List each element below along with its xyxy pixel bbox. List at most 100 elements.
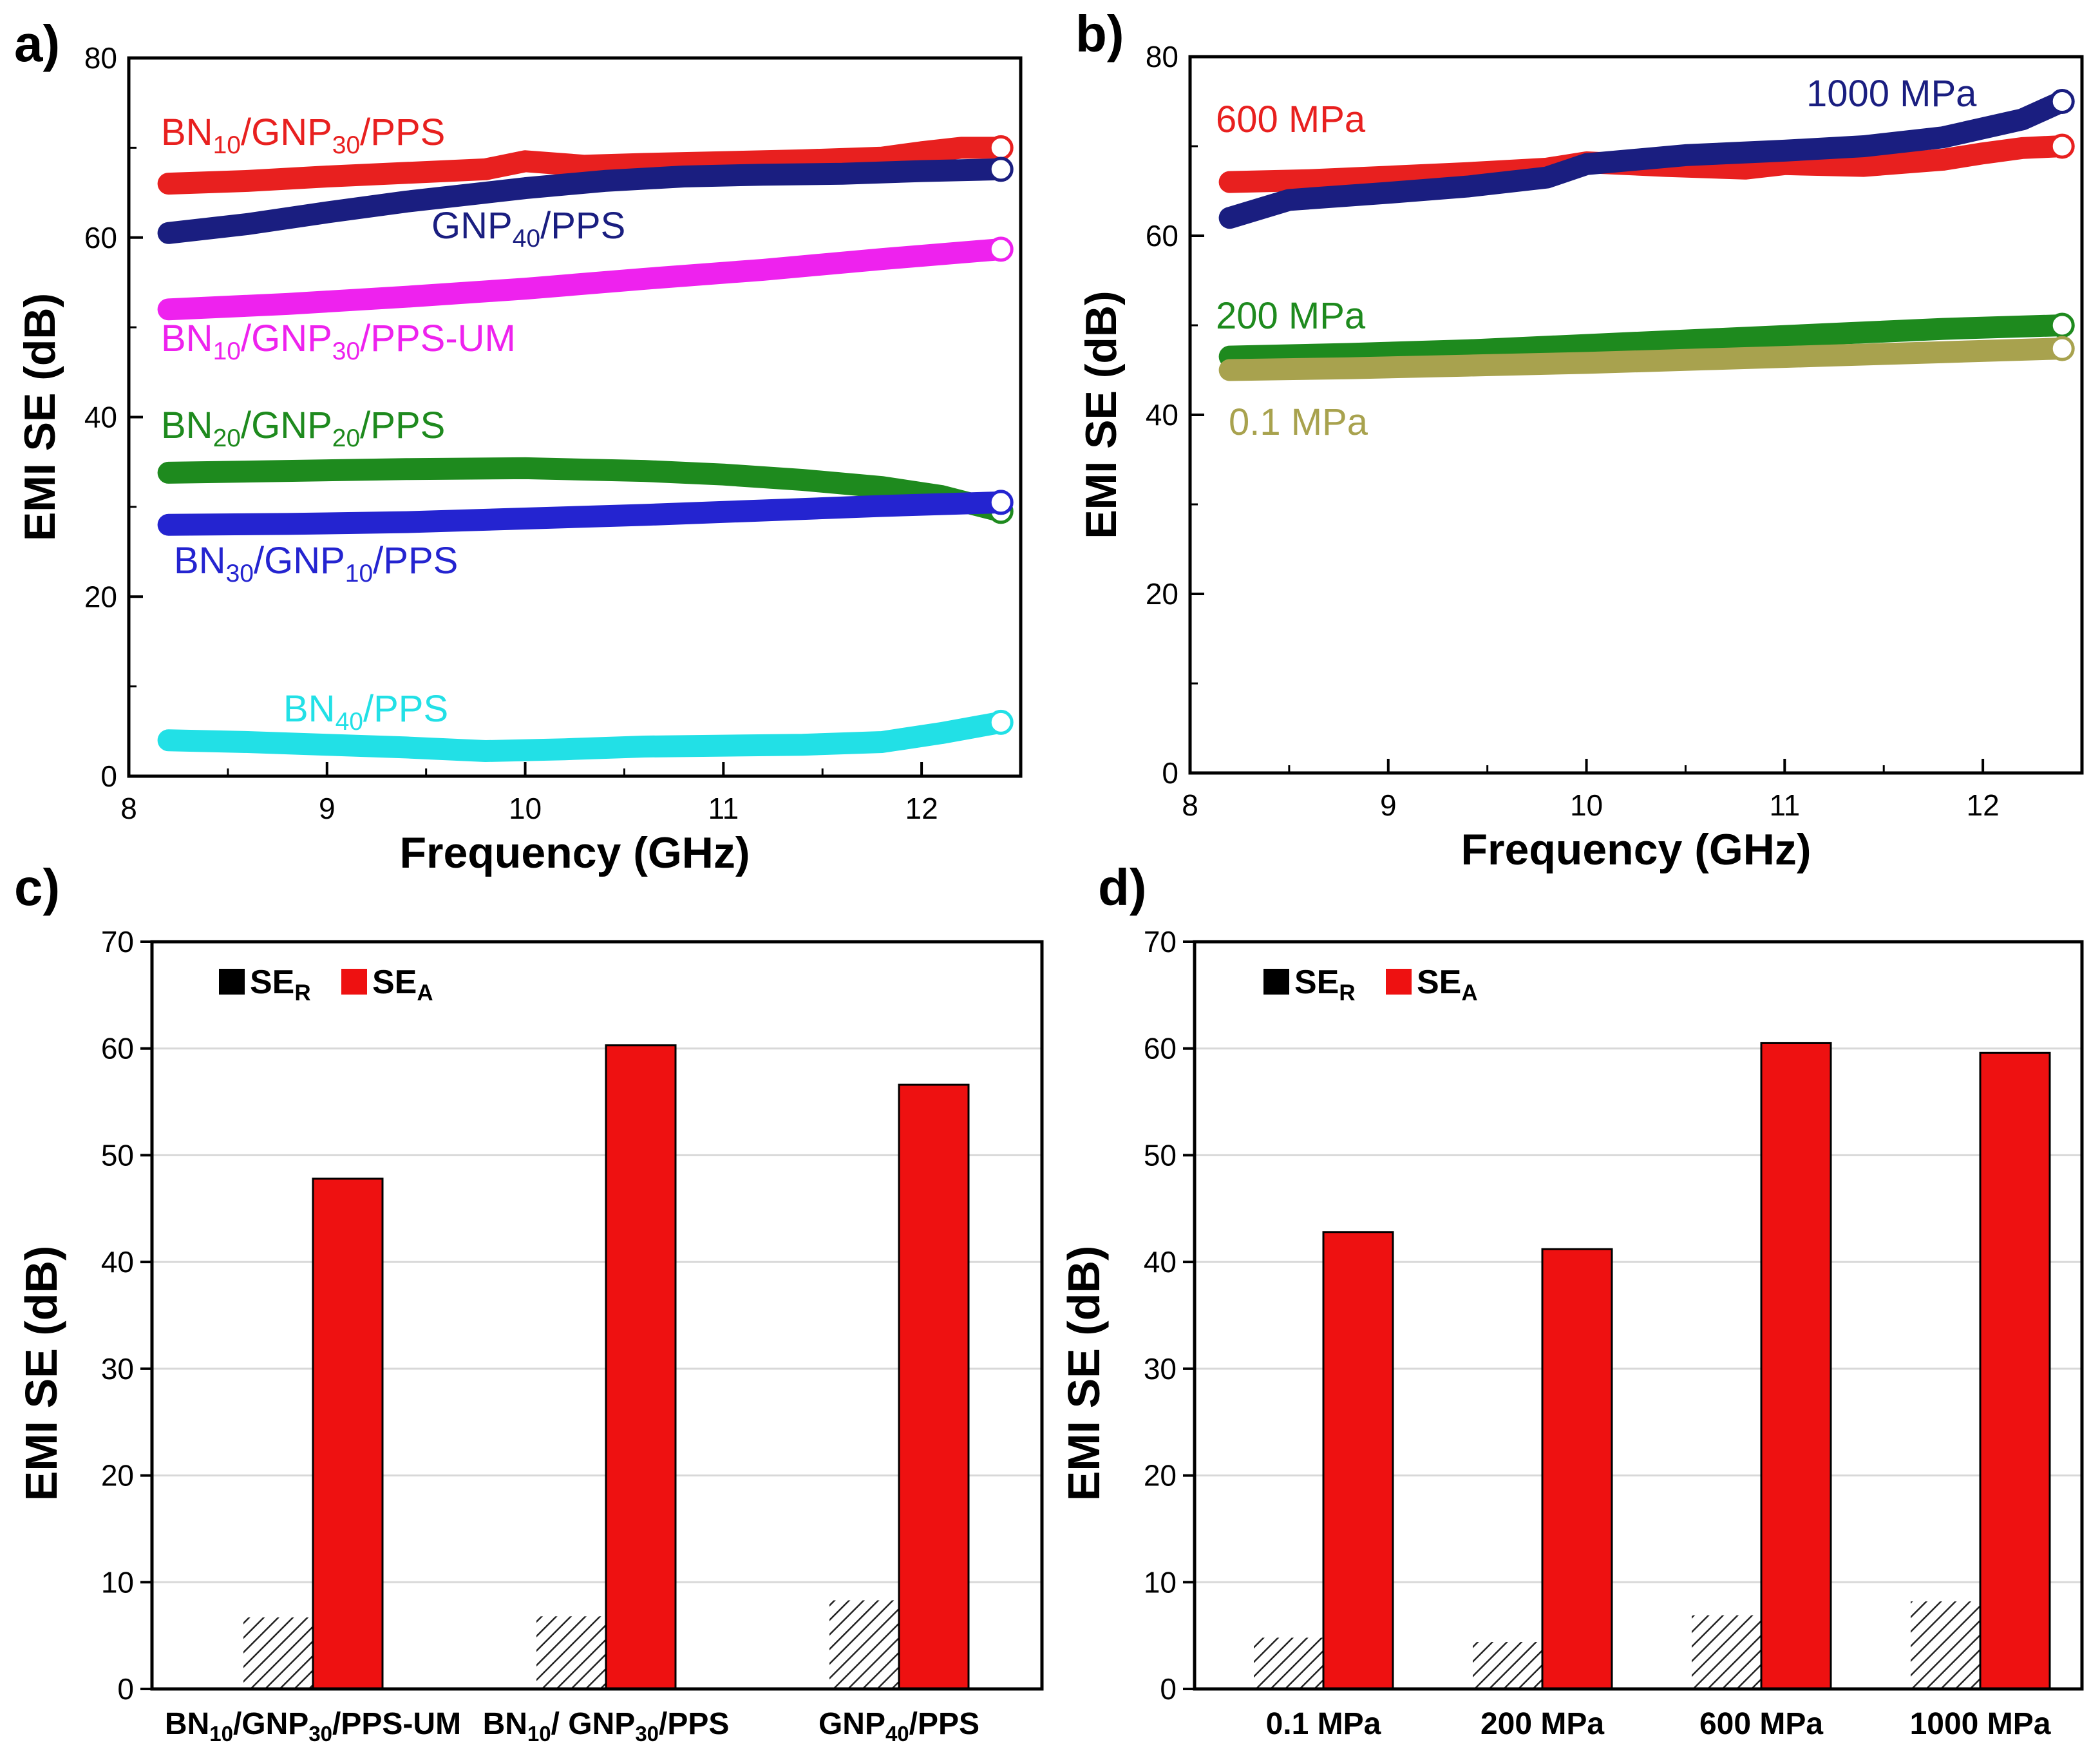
y-tick-label: 20 xyxy=(84,580,117,613)
y-tick-label: 80 xyxy=(84,41,117,75)
series-label-3: BN20/GNP20/PPS xyxy=(161,405,445,452)
x-category-label-0: 0.1 MPa xyxy=(1266,1707,1381,1741)
series-label-1: GNP40/PPS xyxy=(431,205,625,253)
bar-ser-1 xyxy=(1473,1642,1542,1689)
bar-sea-0 xyxy=(1322,1231,1394,1690)
x-tick-label: 8 xyxy=(1182,788,1198,822)
series-label-2: 200 MPa xyxy=(1216,295,1366,337)
legend-label-0: SER xyxy=(1294,964,1356,1006)
series-label-4: BN30/GNP10/PPS xyxy=(174,540,458,587)
series-label-5: BN40/PPS xyxy=(283,688,448,736)
panel-label: a) xyxy=(14,15,60,72)
legend-label-1: SEA xyxy=(372,964,433,1006)
y-tick-label: 60 xyxy=(1144,1032,1177,1065)
series-label-1: 1000 MPa xyxy=(1806,73,1977,115)
x-tick-label: 9 xyxy=(1380,788,1397,822)
series-line-1 xyxy=(1218,90,2074,229)
panel-b: b) 0 20 40 60 80 8 9 10 11 12 Frequency (GHz) EMI SE… xyxy=(1075,5,2084,874)
y-tick-label: 40 xyxy=(101,1245,134,1279)
bar-sea-1 xyxy=(1541,1248,1613,1690)
legend-swatch-0 xyxy=(219,969,245,995)
x-tick-label: 12 xyxy=(1967,788,2000,822)
y-tick-label: 20 xyxy=(1146,577,1178,611)
series-label-0: BN10/GNP30/PPS xyxy=(161,111,445,159)
series-line-3 xyxy=(157,457,1012,522)
series-end-marker-5 xyxy=(988,709,1014,735)
y-tick-label: 40 xyxy=(84,401,117,434)
series-line-1 xyxy=(157,158,1012,244)
x-axis-title: Frequency (GHz) xyxy=(1461,825,1811,874)
bar-sea-2 xyxy=(898,1083,970,1690)
x-tick-label: 8 xyxy=(120,792,137,825)
y-tick-label: 40 xyxy=(1146,398,1178,432)
x-category-label-0: BN10/GNP30/PPS-UM xyxy=(165,1707,461,1746)
x-tick-label: 11 xyxy=(708,792,739,825)
legend-swatch-0 xyxy=(1263,969,1289,995)
bar-ser-3 xyxy=(1911,1601,1980,1689)
plot-frame xyxy=(150,940,1044,1691)
series-end-marker-2 xyxy=(988,236,1014,262)
x-category-label-3: 1000 MPa xyxy=(1910,1707,2051,1741)
bar-sea-2 xyxy=(1760,1042,1832,1690)
bar-ser-1 xyxy=(536,1616,606,1689)
series-label-0: 600 MPa xyxy=(1216,99,1366,140)
y-tick-label: 30 xyxy=(101,1352,134,1386)
y-tick-label: 10 xyxy=(1144,1565,1177,1599)
x-tick-label: 12 xyxy=(905,792,938,825)
series-line-2 xyxy=(1218,314,2074,368)
x-category-label-2: GNP40/PPS xyxy=(818,1707,979,1746)
y-tick-label: 50 xyxy=(101,1138,134,1172)
series-end-marker-3 xyxy=(2049,336,2075,361)
x-category-label-1: 200 MPa xyxy=(1480,1707,1604,1741)
panel-a: a) 0 20 40 60 80 8 9 10 11 12 Frequency (GHz) EMI SE… xyxy=(14,15,1023,877)
series-end-marker-0 xyxy=(988,135,1014,160)
bar-ser-0 xyxy=(243,1617,313,1689)
legend-label-1: SEA xyxy=(1417,964,1478,1006)
series-line-0 xyxy=(1218,135,2074,193)
y-tick-label: 0 xyxy=(1162,756,1178,790)
series-end-marker-2 xyxy=(2049,312,2075,338)
x-category-label-2: 600 MPa xyxy=(1699,1707,1823,1741)
x-tick-label: 10 xyxy=(1570,788,1603,822)
y-tick-label: 20 xyxy=(101,1459,134,1492)
x-tick-label: 10 xyxy=(509,792,542,825)
panel-label: d) xyxy=(1098,859,1147,916)
panel-label: c) xyxy=(14,859,60,916)
bar-sea-3 xyxy=(1979,1051,2051,1690)
y-tick-label: 40 xyxy=(1144,1245,1177,1279)
series-label-2: BN10/GNP30/PPS-UM xyxy=(161,318,516,365)
series-line-5 xyxy=(157,711,1012,762)
bar-ser-0 xyxy=(1254,1637,1323,1689)
series-line-0 xyxy=(157,137,1012,195)
series-end-marker-0 xyxy=(2049,133,2075,159)
series-end-marker-1 xyxy=(2049,89,2075,114)
y-tick-label: 30 xyxy=(1144,1352,1177,1386)
y-tick-label: 70 xyxy=(101,925,134,958)
x-tick-label: 9 xyxy=(319,792,336,825)
y-tick-label: 0 xyxy=(100,759,117,793)
y-axis-title: EMI SE (dB) xyxy=(16,1246,66,1501)
y-tick-label: 20 xyxy=(1144,1459,1177,1492)
y-tick-label: 60 xyxy=(101,1032,134,1065)
bar-sea-1 xyxy=(605,1044,677,1690)
series-line-2 xyxy=(157,238,1012,321)
series-end-marker-1 xyxy=(988,157,1014,182)
series-end-marker-4 xyxy=(988,490,1014,515)
y-tick-label: 50 xyxy=(1144,1138,1177,1172)
plot-frame xyxy=(1193,940,2084,1691)
series-line-4 xyxy=(157,491,1012,536)
x-tick-label: 11 xyxy=(1769,788,1800,822)
y-tick-label: 10 xyxy=(101,1565,134,1599)
panel-d: d) 0.1 MPa 200 MPa 600 MPa 1000 MPa 0 10 20 30 40… xyxy=(1059,859,2084,1741)
y-tick-label: 70 xyxy=(1144,925,1177,958)
series-line-3 xyxy=(1218,338,2074,381)
bar-ser-2 xyxy=(829,1600,899,1689)
bar-ser-2 xyxy=(1692,1615,1761,1689)
y-tick-label: 0 xyxy=(117,1672,134,1706)
x-category-label-1: BN10/ GNP30/PPS xyxy=(483,1707,730,1746)
panel-c: c) BN10/GNP30/PPS-UM BN10/ GNP30/PPS GNP40/… xyxy=(14,859,1044,1746)
y-tick-label: 60 xyxy=(1146,219,1178,253)
bar-sea-0 xyxy=(312,1177,384,1690)
y-tick-label: 80 xyxy=(1146,40,1178,73)
